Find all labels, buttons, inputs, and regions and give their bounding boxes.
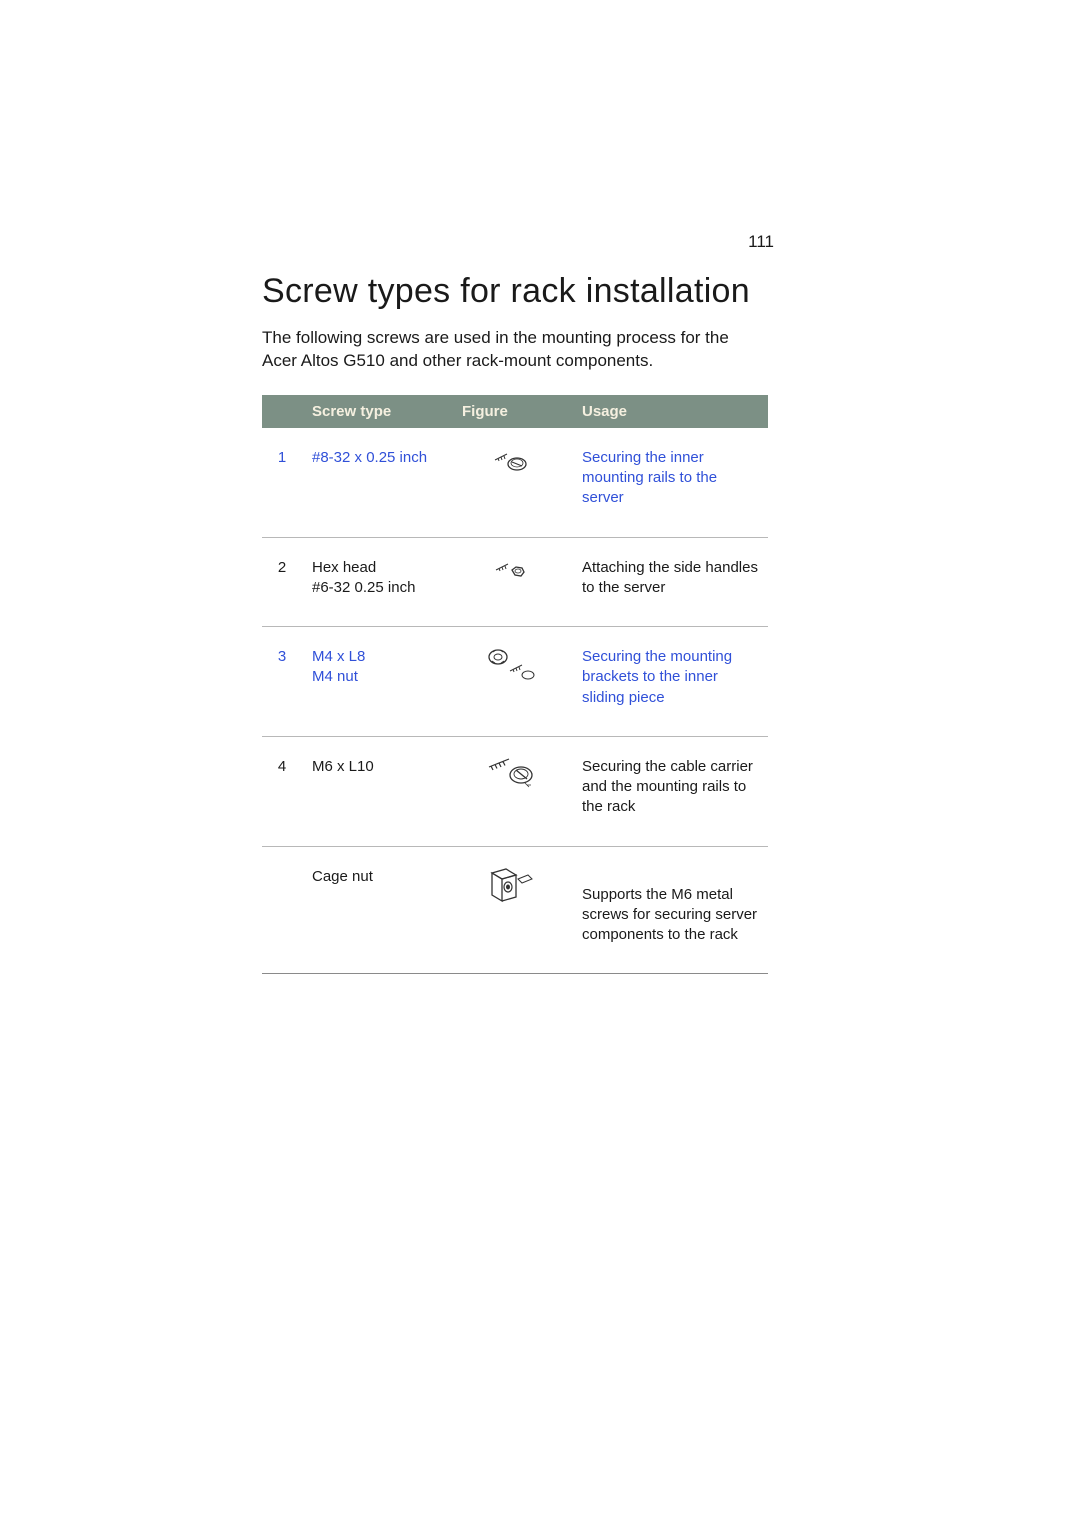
header-figure: Figure xyxy=(452,395,572,428)
screw-types-table: Screw type Figure Usage 1#8-32 x 0.25 in… xyxy=(262,395,768,975)
usage-cell[interactable]: Securing the inner mounting rails to the… xyxy=(572,428,768,537)
usage-cell: Attaching the side handles to the server xyxy=(572,537,768,627)
row-number xyxy=(262,846,302,974)
usage-cell: Securing the cable carrier and the mount… xyxy=(572,736,768,846)
usage-cell: Supports the M6 metal screws for securin… xyxy=(572,846,768,974)
document-page: 111 Screw types for rack installation Th… xyxy=(0,0,1080,974)
screw-type-cell: Cage nut xyxy=(302,846,452,974)
page-title: Screw types for rack installation xyxy=(262,272,880,311)
table-header-row: Screw type Figure Usage xyxy=(262,395,768,428)
table-row: 1#8-32 x 0.25 inch Securing the inner mou… xyxy=(262,428,768,537)
row-number[interactable]: 3 xyxy=(262,627,302,737)
table-row: 2Hex head#6-32 0.25 inch Attaching the si… xyxy=(262,537,768,627)
row-number: 4 xyxy=(262,736,302,846)
screw1-icon xyxy=(493,448,531,472)
row-number: 2 xyxy=(262,537,302,627)
table-row: 3M4 x L8M4 nut Securing the mounting brac… xyxy=(262,627,768,737)
screw-type-cell[interactable]: #8-32 x 0.25 inch xyxy=(302,428,452,537)
figure-cell xyxy=(452,736,572,846)
figure-cell xyxy=(452,428,572,537)
figure-cell xyxy=(452,846,572,974)
row-number[interactable]: 1 xyxy=(262,428,302,537)
screw-type-cell: M6 x L10 xyxy=(302,736,452,846)
header-usage: Usage xyxy=(572,395,768,428)
screw-type-cell: Hex head#6-32 0.25 inch xyxy=(302,537,452,627)
screw-type-cell[interactable]: M4 x L8M4 nut xyxy=(302,627,452,737)
screw2-icon xyxy=(494,558,530,582)
header-num xyxy=(262,395,302,428)
page-number: 111 xyxy=(748,232,774,252)
cagenut-icon xyxy=(488,867,536,905)
figure-cell xyxy=(452,627,572,737)
usage-cell[interactable]: Securing the mounting brackets to the in… xyxy=(572,627,768,737)
figure-cell xyxy=(452,537,572,627)
header-screw-type: Screw type xyxy=(302,395,452,428)
table-row: 4M6 x L10 Securing the cable carrier and … xyxy=(262,736,768,846)
table-row: Cage nut Supports the M6 metal screws for… xyxy=(262,846,768,974)
screw4-icon xyxy=(487,757,537,791)
screw3-icon xyxy=(488,647,536,681)
intro-paragraph: The following screws are used in the mou… xyxy=(262,327,742,373)
